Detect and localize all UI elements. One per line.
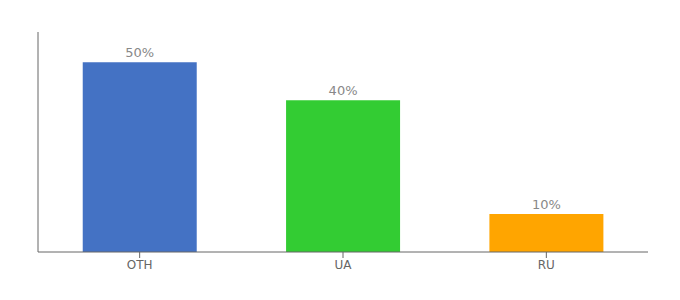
- svg-text:RU: RU: [538, 258, 555, 272]
- svg-text:40%: 40%: [329, 83, 358, 98]
- svg-text:50%: 50%: [125, 45, 154, 60]
- svg-text:UA: UA: [335, 258, 353, 272]
- svg-text:OTH: OTH: [127, 258, 153, 272]
- svg-text:10%: 10%: [532, 197, 561, 212]
